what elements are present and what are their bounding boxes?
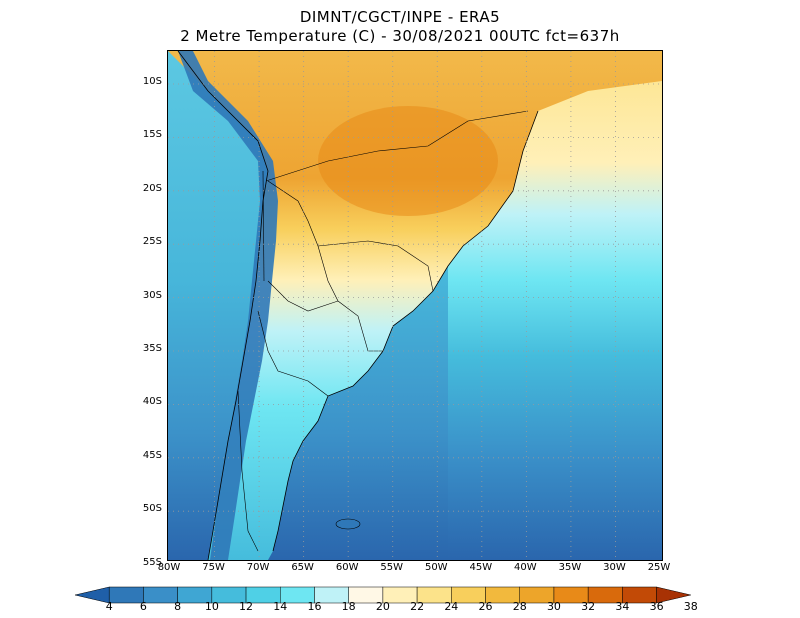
lon-tick-label: 70W xyxy=(246,562,270,573)
country-borders xyxy=(237,110,529,552)
lat-tick-label: 30S xyxy=(142,289,162,301)
coastline xyxy=(177,51,539,560)
lat-tick-label: 15S xyxy=(142,129,162,141)
lon-tick-label: 55W xyxy=(380,562,404,573)
map-title-line-2: 2 Metre Temperature (C) - 30/08/2021 00U… xyxy=(180,27,620,45)
colorbar-level-label: 16 xyxy=(307,600,322,613)
map-title-line-1: DIMNT/CGCT/INPE - ERA5 xyxy=(299,8,501,26)
colorbar-level-label: 24 xyxy=(444,600,459,613)
lon-tick-label: 50W xyxy=(424,562,448,573)
falkland-islands xyxy=(335,518,361,530)
map-canvas xyxy=(168,51,662,560)
colorbar-level-label: 22 xyxy=(410,600,425,613)
lat-tick-label: 55S xyxy=(142,556,162,568)
lat-tick-label: 45S xyxy=(142,449,162,461)
colorbar-level-label: 12 xyxy=(239,600,254,613)
temperature-map xyxy=(167,50,663,561)
colorbar-level-label: 36 xyxy=(649,600,664,613)
lon-tick-label: 40W xyxy=(514,562,537,573)
south-america-land xyxy=(168,51,662,560)
colorbar-level-label: 18 xyxy=(341,600,356,613)
lat-tick-label: 35S xyxy=(142,343,162,354)
colorbar-arrow-high xyxy=(656,586,691,604)
colorbar-level-label: 32 xyxy=(581,600,596,613)
colorbar-level-label: 38 xyxy=(683,600,698,613)
colorbar-level-label: 4 xyxy=(105,600,113,613)
lat-tick-label: 40S xyxy=(142,396,162,408)
lon-tick-label: 65W xyxy=(291,562,314,573)
colorbar xyxy=(74,586,691,604)
lon-tick-label: 60W xyxy=(335,562,359,573)
colorbar-level-label: 34 xyxy=(615,600,630,613)
colorbar-level-label: 14 xyxy=(273,600,288,613)
hot-region xyxy=(318,106,498,216)
lon-tick-label: 35W xyxy=(558,562,582,573)
colorbar-level-label: 10 xyxy=(204,600,219,613)
colorbar-level-label: 30 xyxy=(546,600,561,613)
andes-cold-band xyxy=(178,51,278,560)
lat-tick-label: 20S xyxy=(142,182,162,194)
lat-tick-label: 10S xyxy=(142,76,162,87)
lat-tick-label: 25S xyxy=(142,236,162,248)
colorbar-level-label: 20 xyxy=(375,600,390,613)
lon-tick-label: 45W xyxy=(469,562,493,573)
colorbar-level-label: 28 xyxy=(512,600,527,613)
lon-tick-label: 80W xyxy=(157,562,181,573)
lat-tick-label: 50S xyxy=(142,503,162,515)
lon-tick-label: 25W xyxy=(647,562,671,573)
lon-tick-label: 30W xyxy=(603,562,626,573)
colorbar-level-label: 26 xyxy=(478,600,493,613)
colorbar-level-label: 8 xyxy=(174,600,182,613)
lon-tick-label: 75W xyxy=(202,562,225,573)
colorbar-level-label: 6 xyxy=(139,600,147,613)
